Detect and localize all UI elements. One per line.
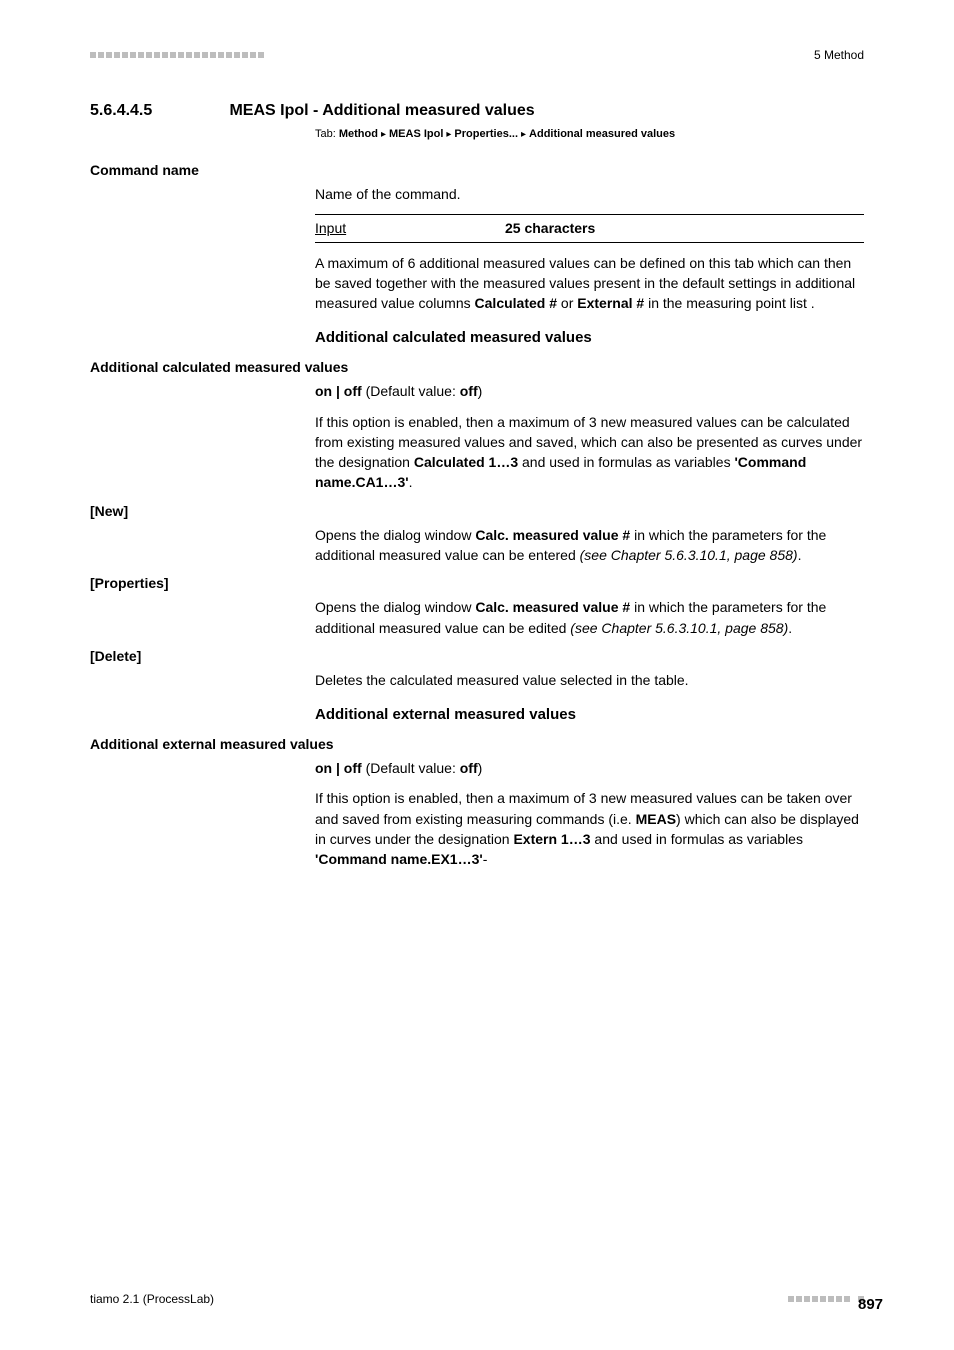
delete-body: Deletes the calculated measured value se… [315,670,864,726]
command-name-desc: Name of the command. [315,184,864,204]
input-spec-row: Input 25 characters [315,214,864,242]
header-chapter: 5 Method [814,48,864,62]
properties-body: Opens the dialog window Calc. measured v… [315,597,864,638]
footer-left: tiamo 2.1 (ProcessLab) [90,1292,214,1306]
command-name-body: Name of the command. Input 25 characters… [315,184,864,349]
tab-breadcrumb: Tab: Method▸MEAS Ipol▸Properties...▸Addi… [315,128,864,140]
properties-heading: [Properties] [90,575,864,591]
section-number: 5.6.4.4.5 [90,102,225,120]
command-name-heading: Command name [90,162,864,178]
calc-body: on | off (Default value: off) If this op… [315,381,864,492]
tab-path-3: Additional measured values [529,128,675,140]
tab-label: Tab: [315,128,336,140]
delete-para: Deletes the calculated measured value se… [315,670,864,690]
command-name-para: A maximum of 6 additional measured value… [315,253,864,314]
properties-para: Opens the dialog window Calc. measured v… [315,597,864,638]
new-heading: [New] [90,503,864,519]
header-decor-squares [90,52,264,58]
tab-path-0: Method [339,128,378,140]
calc-toggle: on | off (Default value: off) [315,381,864,401]
tab-path-1: MEAS Ipol [389,128,443,140]
calc-heading: Additional calculated measured values [90,359,864,375]
new-body: Opens the dialog window Calc. measured v… [315,525,864,566]
tab-path-2: Properties... [454,128,518,140]
new-para: Opens the dialog window Calc. measured v… [315,525,864,566]
calc-subhead: Additional calculated measured values [315,327,864,349]
ext-subhead: Additional external measured values [315,704,864,726]
ext-toggle: on | off (Default value: off) [315,758,864,778]
footer-decor-squares: 897 [788,1296,864,1302]
chevron-right-icon: ▸ [446,129,451,140]
page-footer: tiamo 2.1 (ProcessLab) 897 [90,1292,864,1306]
chevron-right-icon: ▸ [521,129,526,140]
section-heading: 5.6.4.4.5 MEAS Ipol - Additional measure… [90,102,864,120]
page-header: 5 Method [90,48,864,62]
section-title: MEAS Ipol - Additional measured values [229,102,534,119]
calc-para: If this option is enabled, then a maximu… [315,412,864,493]
chevron-right-icon: ▸ [381,129,386,140]
ext-para: If this option is enabled, then a maximu… [315,788,864,869]
input-label: Input [315,218,505,238]
ext-heading: Additional external measured values [90,736,864,752]
delete-heading: [Delete] [90,648,864,664]
ext-body: on | off (Default value: off) If this op… [315,758,864,869]
page-number: 897 [858,1296,864,1302]
input-value: 25 characters [505,218,595,238]
